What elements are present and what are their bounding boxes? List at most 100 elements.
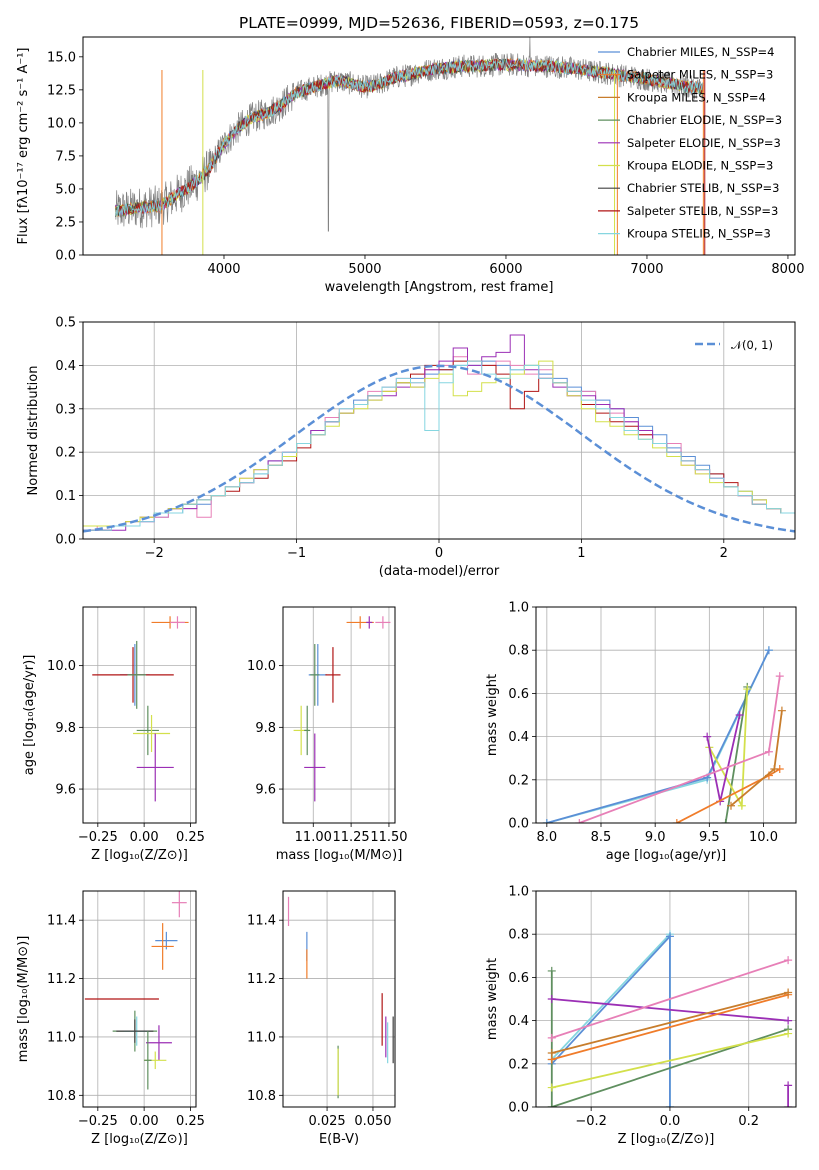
y-tick-label: 0.4: [508, 1014, 529, 1029]
x-axis-label: Z [log₁₀(Z/Z⊙)]: [618, 1132, 715, 1147]
axes-frame: [82, 36, 796, 256]
age-vs-mass-panel: 11.00 11.25 11.50 9.6 9.8 10.0 mass [log₁₀(M/M…: [247, 606, 408, 863]
axes-frame: [82, 321, 796, 540]
mass-weight-marker: [727, 801, 735, 810]
mass-weight-line-5: [551, 998, 789, 1022]
mass-weight-marker: [547, 1103, 556, 1107]
y-axis-label: Flux [fλ10⁻¹⁷ erg cm⁻² s⁻¹ A⁻¹]: [16, 48, 31, 245]
mass-weight-marker: [764, 747, 773, 756]
y-tick-label: 0.5: [55, 316, 76, 331]
x-axis-label: mass [log₁₀(M/M⊙)]: [276, 848, 403, 863]
mass-weight-marker: [703, 732, 712, 741]
axes-frame: [535, 890, 797, 1108]
mass-weight-marker: [735, 711, 744, 719]
mass-weight-line-8: [551, 993, 789, 1061]
y-tick-label: 9.6: [255, 783, 276, 798]
y-tick-label: 5.0: [55, 182, 76, 197]
mass-weight-marker: [547, 995, 556, 1003]
legend-entry: Kroupa MILES, N_SSP=4: [627, 90, 766, 104]
x-tick-label: 10.0: [749, 830, 778, 845]
error-bar-point: [151, 923, 174, 970]
error-bar-point: [133, 715, 171, 753]
plot-area: [287, 896, 394, 1099]
y-tick-label: 0.2: [508, 1057, 529, 1072]
y-axis-label: mass [log₁₀(M/M⊙)]: [16, 936, 31, 1063]
x-tick-label: −2: [145, 546, 164, 561]
mass-weight-marker: [721, 819, 730, 823]
x-axis-label: age [log₁₀(age/yr)]: [606, 848, 727, 863]
y-tick-label: 0.3: [55, 402, 76, 417]
plot-area: [92, 616, 189, 802]
error-bar-point: [171, 891, 187, 918]
x-tick-label: −0.25: [78, 1114, 118, 1129]
plot-area: [114, 37, 706, 255]
error-bar-point: [144, 1031, 152, 1090]
y-tick-label: 11.0: [47, 1030, 76, 1045]
residual-histogram-panel: −2 −1 0 1 2 0.0 0.1 0.2 0.3 0.4 0.5 (data-model)/er…: [26, 316, 796, 579]
legend-entry: 𝒩(0, 1): [731, 338, 773, 352]
mass-weight-marker: [542, 819, 551, 823]
error-bar-point: [304, 733, 326, 802]
mass-weight-marker: [784, 1081, 793, 1090]
x-tick-label: 0.25: [176, 1114, 205, 1129]
x-tick-label: 2: [720, 546, 728, 561]
y-tick-label: 0.6: [508, 971, 529, 986]
observed-spectrum-line: [115, 37, 704, 232]
x-tick-label: 11.25: [332, 830, 369, 845]
y-tick-label: 11.2: [247, 972, 276, 987]
mass-weight-marker: [784, 1016, 793, 1025]
plot-area: [547, 930, 793, 1107]
mass-weight-marker: [777, 706, 786, 715]
y-axis-label: Normed distribution: [26, 366, 41, 496]
error-bar-point: [366, 616, 373, 629]
y-tick-label: 7.5: [55, 149, 76, 164]
y-tick-label: 15.0: [47, 50, 76, 65]
plot-area: [83, 334, 795, 539]
y-tick-label: 0.2: [55, 446, 76, 461]
y-tick-label: 1.0: [508, 601, 529, 616]
x-tick-label: 9.5: [699, 830, 720, 845]
axes-frame: [82, 890, 197, 1108]
normal-reference-curve: [83, 364, 795, 533]
mass-weight-vs-metallicity-panel: −0.2 0.0 0.2 0.0 0.2 0.4 0.6 0.8 1.0 Z [log₁₀(Z/Z…: [485, 885, 797, 1147]
mass-weight-marker: [784, 1029, 793, 1038]
axes-frame: [535, 606, 797, 824]
mass-weight-marker: [737, 801, 746, 810]
y-tick-label: 0.2: [508, 773, 529, 788]
y-tick-label: 0.0: [55, 533, 76, 548]
x-tick-label: 0.025: [308, 1114, 345, 1129]
x-axis-label: E(B-V): [319, 1132, 359, 1147]
chart-title: PLATE=0999, MJD=52636, FIBERID=0593, z=0…: [239, 14, 639, 32]
mass-weight-marker: [775, 672, 784, 681]
error-bar-point: [136, 705, 159, 756]
y-tick-label: 9.8: [55, 721, 76, 736]
x-tick-label: 0.00: [130, 1114, 159, 1129]
y-tick-label: 0.0: [508, 817, 529, 832]
axes-frame: [82, 606, 197, 824]
mass-weight-marker: [672, 819, 681, 823]
y-tick-label: 11.4: [247, 914, 276, 929]
x-axis-label: Z [log₁₀(Z/Z⊙)]: [91, 1132, 188, 1147]
mass-weight-marker: [784, 988, 793, 997]
y-tick-label: 0.0: [508, 1101, 529, 1116]
spectrum-panel: 4000 5000 6000 7000 8000 0.0 2.5 5.0 7.5 10.0 12.5…: [16, 14, 804, 295]
x-tick-label: 0.00: [130, 830, 159, 845]
error-bar-point: [145, 1025, 172, 1061]
mass-weight-marker: [547, 966, 556, 975]
x-axis-label: wavelength [Angstrom, rest frame]: [325, 280, 554, 295]
x-tick-label: −0.25: [78, 830, 118, 845]
y-axis-label: age [log₁₀(age/yr)]: [22, 655, 37, 776]
mass-weight-marker: [547, 1049, 556, 1057]
legend-entry: Salpeter MILES, N_SSP=3: [627, 68, 773, 82]
x-tick-label: 1: [577, 546, 585, 561]
mass-vs-extinction-panel: 0.025 0.050 10.8 11.0 11.2 11.4 E(B-V): [247, 890, 396, 1147]
y-tick-label: 0.4: [508, 730, 529, 745]
x-tick-label: 8000: [771, 262, 804, 277]
axes-frame: [282, 606, 396, 824]
y-tick-label: 10.0: [247, 659, 276, 674]
age-vs-metallicity-panel: −0.25 0.00 0.25 9.6 9.8 10.0 Z [log₁₀(Z/Z⊙)] ag…: [22, 606, 205, 863]
y-axis-label: mass weight: [485, 958, 500, 1040]
x-tick-label: 6000: [489, 262, 522, 277]
legend-entry: Chabrier STELIB, N_SSP=3: [627, 181, 779, 195]
x-tick-label: 5000: [348, 262, 381, 277]
